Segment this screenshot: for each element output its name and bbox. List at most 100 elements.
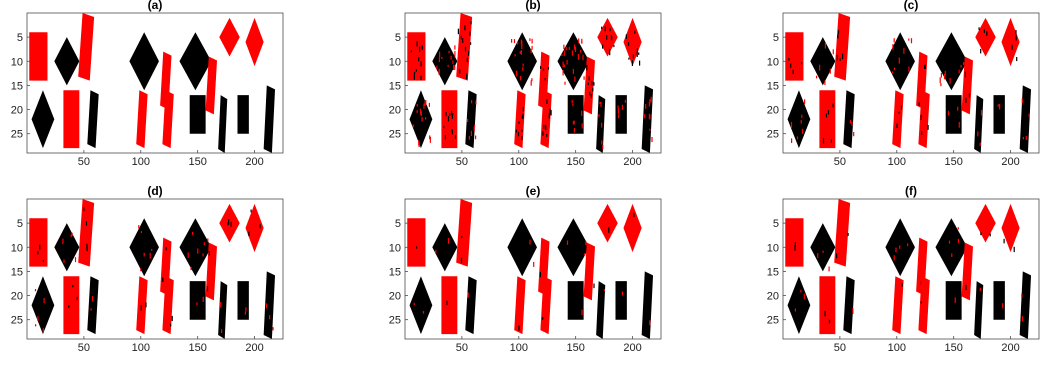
black-rect-shape <box>237 95 249 134</box>
black-tiltrect-shape <box>1019 271 1032 339</box>
y-tick-label: 25 <box>11 315 23 327</box>
black-rect-shape <box>615 95 627 134</box>
noise-pixel <box>530 49 532 54</box>
noise-pixel <box>592 87 594 92</box>
noise-pixel <box>522 63 524 67</box>
x-tick-label: 200 <box>623 156 641 168</box>
noise-pixel <box>438 57 440 63</box>
noise-pixel <box>418 140 420 146</box>
noise-pixel <box>943 73 946 80</box>
noise-pixel <box>832 49 834 55</box>
noise-pixel <box>545 125 547 131</box>
black-diamond-shape <box>129 218 159 277</box>
noise-pixel <box>475 100 477 105</box>
y-tick-label: 15 <box>11 266 23 278</box>
noise-pixel <box>518 325 520 331</box>
noise-pixel <box>608 227 610 233</box>
noise-pixel <box>801 62 803 65</box>
noise-pixel <box>515 129 518 133</box>
noise-pixel <box>948 240 951 244</box>
noise-pixel <box>467 118 469 122</box>
noise-pixel <box>964 71 966 78</box>
panel-d: (d) 50 100 150 200 5 10 15 20 25 <box>11 184 284 354</box>
noise-pixel <box>624 99 626 103</box>
noise-pixel <box>801 114 803 118</box>
noise-pixel <box>577 54 579 60</box>
noise-pixel <box>816 75 818 79</box>
y-tick-label: 10 <box>11 56 23 68</box>
noise-pixel <box>419 108 422 115</box>
image-content <box>27 199 283 339</box>
black-tiltrect-shape <box>596 281 606 339</box>
noise-pixel <box>573 44 576 50</box>
noise-pixel <box>90 308 92 311</box>
noise-pixel <box>471 100 473 104</box>
y-tick-label: 25 <box>11 129 23 141</box>
noise-pixel <box>600 102 602 107</box>
noise-pixel <box>800 289 802 293</box>
noise-pixel <box>627 42 630 46</box>
noise-pixel <box>839 58 841 61</box>
noise-pixel <box>901 283 903 287</box>
black-tiltrect-shape <box>263 271 276 339</box>
noise-pixel <box>817 253 819 258</box>
noise-pixel <box>628 57 630 60</box>
red-diamond-shape <box>623 203 642 253</box>
noise-pixel <box>416 246 418 249</box>
noise-pixel <box>581 309 583 316</box>
red-rect-shape <box>785 218 804 267</box>
red-tiltrect-shape <box>162 276 174 335</box>
red-tiltrect-shape <box>136 90 148 149</box>
black-diamond-shape <box>179 32 212 91</box>
noise-pixel <box>519 76 522 81</box>
noise-pixel <box>927 125 929 130</box>
noise-pixel <box>572 121 574 125</box>
noise-pixel <box>70 234 72 237</box>
noise-pixel <box>968 93 970 98</box>
noise-pixel <box>85 221 88 226</box>
noise-pixel <box>960 64 962 68</box>
noise-pixel <box>466 73 468 80</box>
noise-pixel <box>42 328 44 333</box>
noise-pixel <box>611 36 613 40</box>
noise-pixel <box>958 69 960 74</box>
noise-pixel <box>908 38 910 41</box>
x-tick-label: 100 <box>510 342 528 354</box>
noise-pixel <box>522 67 524 71</box>
noise-pixel <box>546 99 548 104</box>
red-diamond-shape <box>219 203 240 243</box>
noise-pixel <box>986 31 988 36</box>
noise-pixel <box>453 64 455 70</box>
noise-pixel <box>979 287 981 292</box>
panel-b: (b) 50 100 150 200 5 10 15 20 25 <box>389 0 662 168</box>
noise-pixel <box>910 38 913 44</box>
red-tiltrect-shape <box>834 199 851 267</box>
x-tick-label: 200 <box>1001 342 1019 354</box>
noise-pixel <box>563 64 565 68</box>
noise-pixel <box>461 236 463 239</box>
red-diamond-shape <box>975 203 996 243</box>
noise-pixel <box>581 123 583 129</box>
noise-pixel <box>562 70 564 76</box>
noise-pixel <box>42 259 44 262</box>
noise-pixel <box>920 114 922 120</box>
noise-pixel <box>851 121 853 126</box>
noise-pixel <box>413 74 415 80</box>
black-rect-shape <box>189 281 206 320</box>
noise-pixel <box>648 113 650 120</box>
black-diamond-shape <box>507 32 537 91</box>
noise-pixel <box>529 38 531 42</box>
noise-pixel <box>589 91 591 96</box>
noise-pixel <box>649 99 651 104</box>
noise-pixel <box>790 122 793 128</box>
noise-pixel <box>580 49 582 53</box>
noise-pixel <box>531 38 533 44</box>
noise-pixel <box>140 231 142 234</box>
noise-pixel <box>632 54 634 59</box>
noise-pixel <box>429 135 431 140</box>
y-tick-label: 25 <box>767 315 779 327</box>
noise-pixel <box>475 135 477 140</box>
noise-pixel <box>203 242 205 246</box>
red-tiltrect-shape <box>583 242 596 301</box>
